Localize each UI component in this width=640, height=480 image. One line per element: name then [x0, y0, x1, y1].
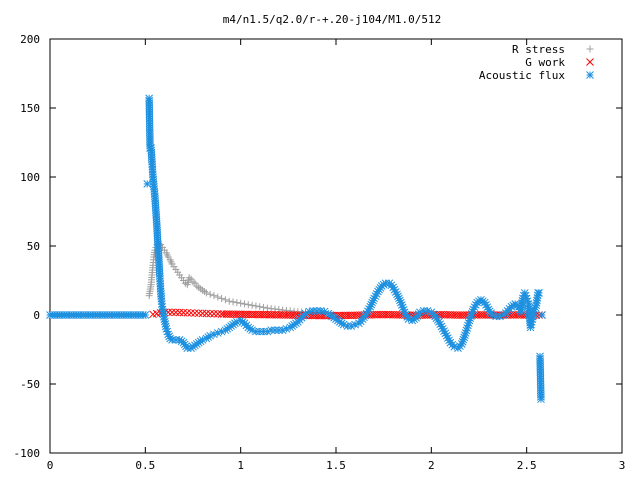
y-tick-label: 50 [27, 240, 40, 253]
x-tick-label: 1.5 [326, 459, 346, 472]
chart-title: m4/n1.5/q2.0/r-+.20-j104/M1.0/512 [223, 13, 442, 26]
data-point [252, 302, 260, 310]
data-point [445, 336, 453, 345]
data-point [535, 289, 543, 297]
x-tick-label: 3 [619, 459, 626, 472]
data-point [141, 311, 150, 319]
series-g-work [149, 308, 546, 320]
data-point [313, 307, 321, 315]
x-tick-label: 0 [47, 459, 54, 472]
y-axis: -100 -50 0 50 100 150 200 [14, 33, 622, 460]
data-point [191, 309, 199, 317]
data-point [198, 309, 207, 318]
data-point [183, 308, 192, 317]
data-points [46, 94, 546, 404]
data-point [263, 304, 271, 312]
legend-marker [586, 71, 594, 79]
y-tick-label: -100 [14, 447, 41, 460]
y-tick-label: 0 [33, 309, 40, 322]
y-tick-label: -50 [20, 378, 40, 391]
y-tick-label: 100 [20, 171, 40, 184]
data-point [240, 300, 248, 308]
x-tick-label: 2.5 [517, 459, 537, 472]
data-point [218, 294, 226, 302]
data-point [492, 312, 501, 321]
x-tick-label: 1 [237, 459, 244, 472]
data-point [168, 308, 176, 317]
data-point [187, 309, 195, 317]
plot-frame [49, 38, 623, 454]
data-point [179, 308, 188, 317]
data-point [537, 395, 545, 404]
y-tick-label: 200 [20, 33, 40, 46]
legend-label: R stress [512, 43, 565, 56]
data-point [213, 310, 222, 318]
data-point [444, 334, 452, 342]
data-point [229, 298, 237, 306]
x-tick-label: 0.5 [135, 459, 155, 472]
x-tick-label: 2 [428, 459, 435, 472]
y-tick-label: 150 [20, 102, 40, 115]
data-point [202, 289, 210, 297]
data-point [309, 307, 317, 315]
data-point [206, 290, 214, 298]
data-point [221, 296, 229, 304]
data-point [260, 303, 268, 311]
data-point [244, 301, 252, 309]
data-point [206, 309, 215, 318]
data-point [210, 309, 218, 318]
data-point [248, 301, 256, 309]
data-point [214, 293, 222, 301]
data-point [538, 311, 546, 319]
legend-marker [586, 58, 594, 66]
data-point [233, 299, 241, 307]
data-point [183, 344, 192, 352]
legend-label: Acoustic flux [479, 69, 565, 82]
legend-marker [586, 45, 594, 53]
data-point [143, 180, 152, 188]
series-acoustic-flux [46, 94, 546, 404]
data-point [256, 303, 264, 311]
data-point [175, 308, 184, 317]
x-axis: 0 0.5 1 1.5 2 2.5 3 [47, 39, 626, 472]
data-point [210, 330, 218, 339]
data-point [202, 309, 211, 318]
data-point [237, 299, 245, 307]
data-point [343, 322, 352, 330]
data-point [210, 292, 218, 300]
data-point [271, 326, 279, 335]
data-point [171, 308, 180, 317]
series-r-stress [145, 239, 321, 317]
legend-label: G work [525, 56, 565, 69]
data-point [194, 309, 203, 318]
data-point [225, 297, 233, 305]
